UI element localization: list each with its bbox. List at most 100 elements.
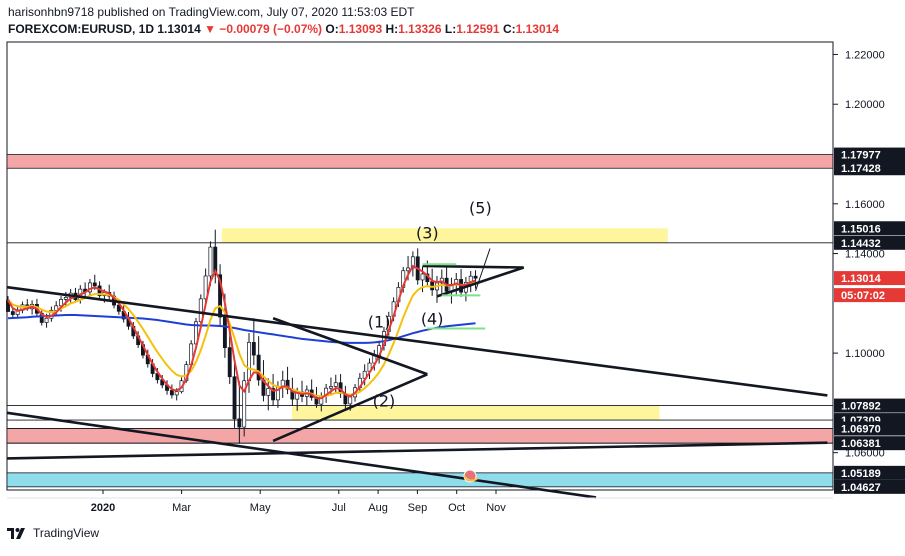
price-label-box (834, 161, 905, 176)
wedge-upper-side[interactable] (422, 264, 524, 269)
wave-label: (4) (421, 309, 444, 328)
candle-body (222, 316, 227, 348)
price-tick-label: 1.06000 (845, 448, 885, 460)
candle-body (63, 297, 68, 300)
resistance-zone-top (6, 154, 834, 169)
price-tick-label: 1.10000 (845, 348, 885, 360)
candle-body (406, 267, 411, 272)
candle-body (266, 388, 271, 396)
price-label-box (834, 465, 905, 480)
candle-body (116, 304, 121, 312)
price-label: 1.17977 (841, 150, 881, 162)
price-label-red-box (834, 271, 905, 286)
candle-body (6, 299, 10, 312)
tradingview-logo-icon[interactable] (6, 526, 28, 540)
price-label-red: 05:07:02 (841, 290, 885, 302)
price-label-box (834, 436, 905, 451)
candle-body (203, 275, 208, 300)
event-marker-swoosh (463, 475, 479, 482)
price-label: 1.06970 (841, 424, 881, 436)
candle-body (169, 390, 174, 396)
last-price: 1.13014 (157, 22, 201, 36)
ma-fast-red-line (7, 264, 476, 400)
price-tick-label: 1.22000 (845, 49, 885, 61)
candle-body (10, 311, 15, 315)
candle-body (420, 273, 425, 281)
candle-body (208, 246, 213, 277)
candle-body (242, 380, 247, 428)
resistance-zone-mid (221, 228, 668, 243)
price-label: 1.17428 (841, 163, 881, 175)
candle-body (232, 376, 237, 420)
x-tick-label: Aug (368, 502, 388, 514)
candle-body (174, 391, 179, 396)
x-tick-label: Oct (448, 502, 465, 514)
candle-body (44, 317, 49, 323)
wave-label: (5) (469, 199, 492, 218)
candle-body (247, 342, 251, 382)
candle-body (333, 382, 338, 387)
wave-label: (1) (368, 313, 391, 332)
candle-body (285, 379, 290, 390)
price-label-red: 1.13014 (841, 273, 882, 285)
chart-header: harisonhbn9718 published on TradingView.… (8, 4, 559, 38)
price-label-box (834, 147, 905, 162)
symbol-label[interactable]: FOREXCOM:EURUSD, 1D (8, 22, 155, 36)
price-tick-label: 1.16000 (845, 199, 885, 211)
high-value: 1.13326 (398, 22, 442, 36)
close-value: 1.13014 (515, 22, 560, 36)
price-tick-label: 1.14000 (845, 249, 885, 261)
triangle-upper-side[interactable] (272, 317, 428, 376)
trendline-upper-channel[interactable] (6, 285, 828, 397)
candle-body (218, 274, 223, 318)
wave-label: (3) (416, 224, 439, 243)
price-label-box (834, 221, 905, 236)
open-label: O: (325, 22, 339, 36)
low-label: L: (444, 22, 457, 36)
price-label: 1.07892 (841, 401, 881, 413)
x-tick-label: May (250, 502, 271, 514)
support-zone-yellow (291, 405, 660, 421)
trendline-lower-channel[interactable] (6, 411, 597, 499)
candle-body (271, 388, 276, 401)
price-label: 1.06381 (841, 438, 881, 450)
price-label-box (834, 421, 905, 436)
price-label: 1.05189 (841, 468, 881, 480)
high-label: H: (385, 22, 399, 36)
wedge-lower-side[interactable] (436, 266, 525, 298)
candle-body (237, 418, 242, 428)
candle-body (256, 354, 261, 381)
price-label-box (834, 235, 905, 250)
change-value: ▼ −0.00079 (−0.07%) (204, 22, 323, 36)
price-label: 1.04627 (841, 482, 881, 494)
candle-body (473, 275, 478, 279)
x-tick-label: 2020 (91, 502, 115, 514)
support-zone-blue (6, 472, 834, 488)
triangle-lower-side[interactable] (272, 373, 428, 443)
trendline-bottom-rising[interactable] (6, 441, 828, 460)
candle-body (213, 246, 218, 276)
candle-body (348, 396, 353, 405)
ohlc-line: FOREXCOM:EURUSD, 1D 1.13014 ▼ −0.00079 (… (8, 21, 559, 38)
x-tick-label: Mar (172, 502, 191, 514)
candle-body (328, 386, 333, 389)
plot-area[interactable] (6, 41, 834, 491)
wave-label: (2) (373, 392, 396, 411)
low-value: 1.12591 (456, 22, 500, 36)
price-label: 1.14432 (841, 238, 881, 250)
price-chart[interactable]: (1) (2) (3) (4) (5) 2020 Mar May Jul Aug Sep Oct Nov… (0, 0, 905, 525)
x-tick-label: Jul (332, 502, 346, 514)
candle-body (251, 342, 256, 356)
price-label-box (834, 398, 905, 413)
footer: TradingView (6, 526, 99, 540)
close-label: C: (502, 22, 516, 36)
tradingview-brand[interactable]: TradingView (33, 526, 100, 540)
wave5-pointer-line[interactable] (475, 248, 491, 292)
price-label-red-box (834, 288, 905, 303)
x-tick-label: Sep (408, 502, 428, 514)
x-tick-label: Nov (486, 502, 506, 514)
candle-body (227, 347, 232, 378)
price-label-box (834, 479, 905, 494)
published-line: harisonhbn9718 published on TradingView.… (8, 5, 415, 19)
price-label: 1.15016 (841, 223, 881, 235)
